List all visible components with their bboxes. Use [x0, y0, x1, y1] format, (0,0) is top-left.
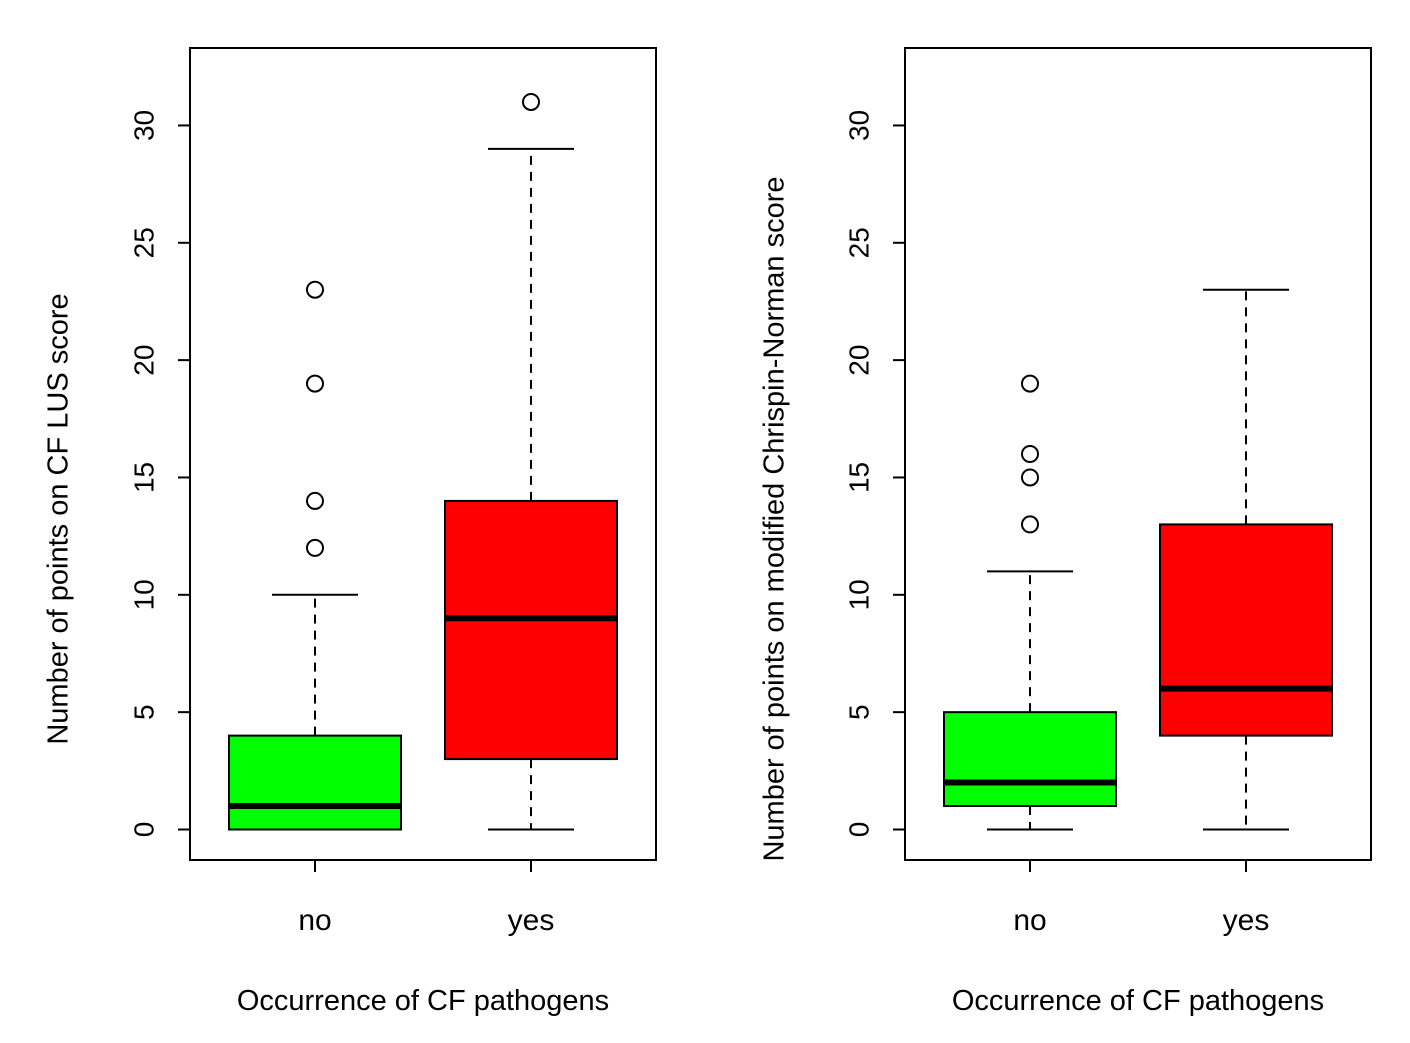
- y-tick-label: 25: [128, 227, 159, 258]
- y-tick-label: 25: [843, 227, 874, 258]
- outlier-point: [1021, 515, 1039, 534]
- boxplot-yes: [1159, 288, 1333, 831]
- x-axis-title: Occurrence of CF pathogens: [952, 985, 1324, 1017]
- y-tick-label: 20: [843, 345, 874, 376]
- plot-frame: [904, 47, 1372, 861]
- y-axis-title: Number of points on modified Chrispin-No…: [759, 176, 791, 861]
- iqr-box: [1159, 523, 1333, 737]
- x-tick-label: yes: [508, 904, 555, 937]
- x-tick-label: no: [1013, 904, 1046, 937]
- y-axis-title: Number of points on CF LUS score: [43, 293, 75, 744]
- plot-frame: [189, 47, 657, 861]
- y-tick-label: 5: [843, 704, 874, 720]
- x-axis: no yes: [1013, 860, 1269, 937]
- boxplot-no: [943, 374, 1117, 831]
- x-tick-label: yes: [1223, 904, 1270, 937]
- chart-panel-chrispin-norman: 0 5 10 15 20 25 30 Number of points on modified…: [759, 47, 1372, 1017]
- boxplot-no: [228, 280, 402, 831]
- x-axis-title: Occurrence of CF pathogens: [237, 985, 609, 1017]
- outlier-point: [1021, 374, 1039, 393]
- outlier-point: [306, 280, 324, 299]
- outlier-point: [1021, 445, 1039, 463]
- boxplot-yes: [444, 92, 618, 831]
- iqr-box: [228, 734, 402, 831]
- x-tick-label: no: [298, 904, 331, 937]
- iqr-box: [444, 499, 618, 761]
- y-tick-label: 15: [843, 462, 874, 493]
- iqr-box: [943, 711, 1117, 808]
- y-tick-label: 10: [843, 579, 874, 610]
- outlier-point: [1021, 468, 1039, 487]
- chart-panel-lus: 0 5 10 15 20 25 30 Number of points on CF LUS s…: [43, 47, 657, 1017]
- outlier-point: [306, 538, 324, 557]
- outlier-point: [306, 374, 324, 393]
- y-tick-label: 20: [128, 345, 159, 376]
- y-tick-label: 5: [128, 704, 159, 720]
- y-tick-label: 15: [128, 462, 159, 493]
- x-axis: no yes: [298, 860, 554, 937]
- y-axis: 0 5 10 15 20 25 30: [128, 110, 190, 837]
- y-tick-label: 10: [128, 579, 159, 610]
- outlier-point: [522, 92, 540, 111]
- y-tick-label: 0: [843, 822, 874, 838]
- y-axis: 0 5 10 15 20 25 30: [843, 110, 905, 837]
- y-tick-label: 0: [128, 822, 159, 838]
- y-tick-label: 30: [128, 110, 159, 141]
- y-tick-label: 30: [843, 110, 874, 141]
- outlier-point: [306, 491, 324, 510]
